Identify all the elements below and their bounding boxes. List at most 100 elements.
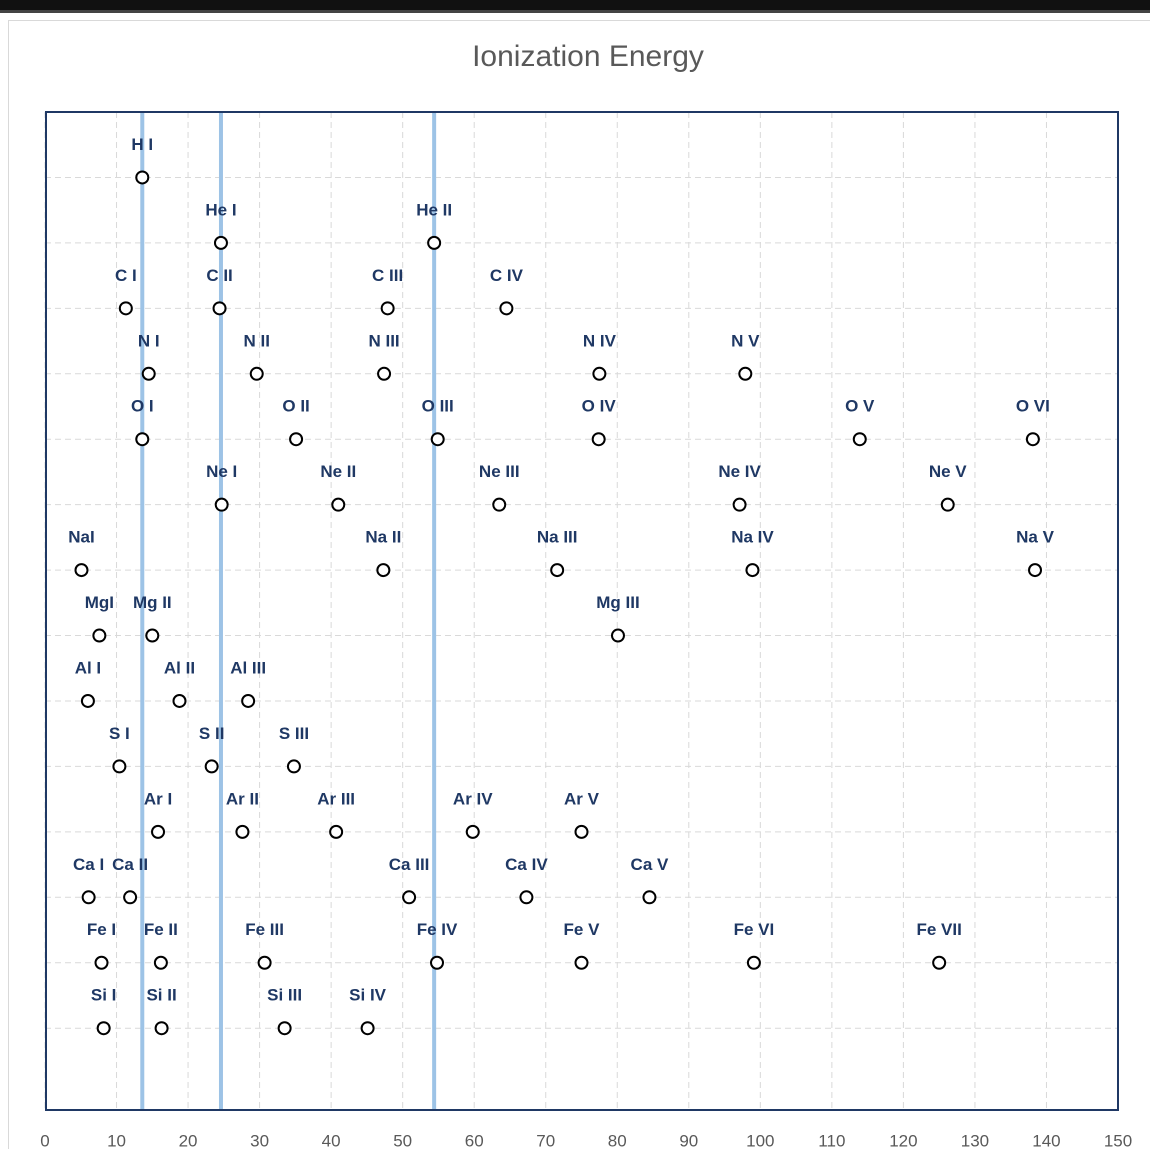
data-label: Ne III (479, 462, 520, 481)
data-label: Fe V (564, 920, 601, 939)
data-label: Na V (1016, 528, 1054, 547)
data-label: O III (422, 397, 454, 416)
data-label: Fe I (87, 920, 116, 939)
data-label: Ca IV (505, 855, 548, 874)
data-label: Mg III (596, 593, 639, 612)
point (642, 890, 657, 905)
data-label: S I (109, 724, 130, 743)
data-label: Na II (365, 528, 401, 547)
data-label: Ne V (929, 462, 967, 481)
data-label: Fe III (245, 920, 284, 939)
point (286, 759, 301, 774)
x-tick-label: 80 (608, 1131, 627, 1149)
x-tick-label: 20 (179, 1131, 198, 1149)
data-label: MgI (85, 593, 114, 612)
point (610, 628, 625, 643)
point (492, 497, 507, 512)
point (141, 366, 156, 381)
point (591, 432, 606, 447)
x-tick-label: 110 (818, 1131, 845, 1149)
point (746, 955, 761, 970)
data-label: O V (845, 397, 875, 416)
data-label: Na IV (731, 528, 774, 547)
point (376, 563, 391, 578)
data-label: Ar I (144, 789, 172, 808)
data-label: Ca V (631, 855, 669, 874)
data-label: Si III (267, 986, 302, 1005)
point (96, 1021, 111, 1036)
data-label: N II (244, 331, 270, 350)
plot-border (45, 111, 1119, 1111)
point (94, 955, 109, 970)
point (331, 497, 346, 512)
point (940, 497, 955, 512)
data-label: N I (138, 331, 160, 350)
point (92, 628, 107, 643)
x-tick-label: 90 (679, 1131, 698, 1149)
x-tick-label: 50 (393, 1131, 412, 1149)
data-label: S III (279, 724, 309, 743)
point (249, 366, 264, 381)
data-label: Al III (230, 658, 266, 677)
point (592, 366, 607, 381)
point (738, 366, 753, 381)
data-label: Ar V (564, 789, 600, 808)
point (402, 890, 417, 905)
x-tick-label: 140 (1032, 1131, 1060, 1149)
data-label: Fe IV (417, 920, 458, 939)
data-label: Ar II (226, 789, 259, 808)
point (80, 693, 95, 708)
point (81, 890, 96, 905)
point (427, 235, 442, 250)
data-label: C II (206, 266, 232, 285)
x-tick-label: 10 (107, 1131, 126, 1149)
point (154, 1021, 169, 1036)
data-label: O I (131, 397, 154, 416)
data-label: S II (199, 724, 225, 743)
data-label: N III (368, 331, 399, 350)
point (852, 432, 867, 447)
x-tick-label: 100 (746, 1131, 774, 1149)
point (241, 693, 256, 708)
data-label: NaI (68, 528, 94, 547)
data-label: C III (372, 266, 403, 285)
point (380, 301, 395, 316)
data-label: Ne I (206, 462, 237, 481)
point (74, 563, 89, 578)
sheet-header (0, 0, 1150, 10)
point (329, 824, 344, 839)
point (732, 497, 747, 512)
x-tick-label: 120 (889, 1131, 917, 1149)
point (574, 824, 589, 839)
data-label: C IV (490, 266, 524, 285)
point (123, 890, 138, 905)
data-label: Ca I (73, 855, 104, 874)
data-label: Na III (537, 528, 578, 547)
data-label: Ar IV (453, 789, 493, 808)
point (135, 170, 150, 185)
point (204, 759, 219, 774)
data-label: Mg II (133, 593, 172, 612)
data-label: Ne IV (718, 462, 761, 481)
data-label: He I (205, 200, 236, 219)
x-tick-label: 60 (465, 1131, 484, 1149)
point (465, 824, 480, 839)
data-label: Al II (164, 658, 195, 677)
sheet-header-edge (0, 10, 1150, 13)
point (430, 432, 445, 447)
data-label: Fe VII (916, 920, 961, 939)
point (377, 366, 392, 381)
data-label: Fe II (144, 920, 178, 939)
point (213, 235, 228, 250)
point (1025, 432, 1040, 447)
point (550, 563, 565, 578)
data-label: N V (731, 331, 760, 350)
data-label: O II (282, 397, 309, 416)
data-label: He II (416, 200, 452, 219)
point (574, 955, 589, 970)
x-tick-label: 40 (322, 1131, 341, 1149)
point (360, 1021, 375, 1036)
point (932, 955, 947, 970)
